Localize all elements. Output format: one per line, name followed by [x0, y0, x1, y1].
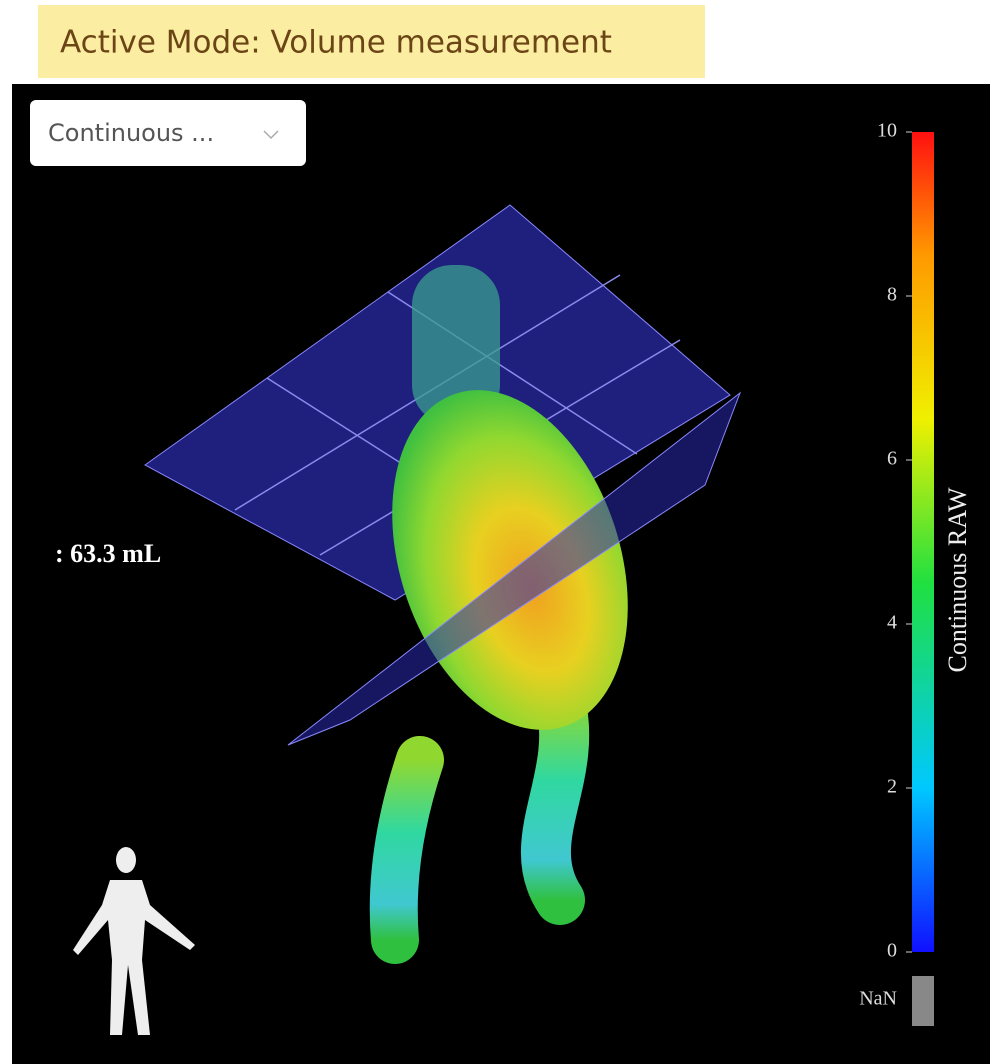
dropdown-value[interactable]: Continuous ... [48, 119, 214, 147]
colorbar-tick-label: 6 [887, 448, 897, 470]
page: Active Mode: Volume measurement : 63.3 m… [0, 0, 990, 1064]
vessel-branch [546, 700, 564, 900]
nan-label: NaN [859, 988, 897, 1010]
vessel-branch [394, 760, 420, 940]
mode-label: Active Mode: Volume measurement [60, 25, 612, 61]
colorbar-tick-label: 0 [887, 940, 897, 962]
app: Active Mode: Volume measurement : 63.3 m… [0, 0, 990, 1064]
nan-swatch [912, 976, 934, 1026]
volume-readout: : 63.3 mL [55, 539, 161, 568]
colorbar-tick-label: 10 [877, 120, 897, 142]
colorbar-tick-label: 8 [887, 284, 897, 306]
colorbar-tick-label: 4 [887, 612, 897, 634]
colorbar-tick-label: 2 [887, 776, 897, 798]
colorbar-title: Continuous RAW [943, 487, 972, 672]
colorbar-gradient [912, 132, 934, 952]
